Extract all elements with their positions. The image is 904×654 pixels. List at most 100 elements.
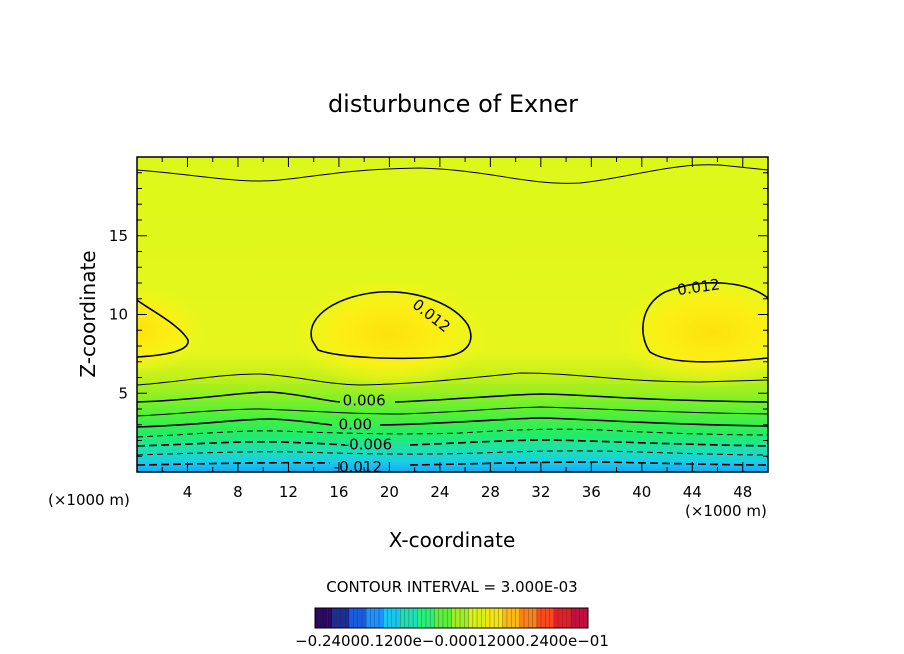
colorbar-swatch (515, 608, 520, 628)
colorbar-swatch (404, 608, 409, 628)
colorbar-swatch (442, 608, 448, 628)
colorbar-swatch (391, 608, 397, 628)
colorbar (314, 607, 589, 629)
colorbar-swatch (413, 608, 418, 628)
colorbar-swatch (349, 608, 354, 628)
colorbar-swatch (421, 608, 426, 628)
colorbar-swatch (541, 608, 546, 628)
colorbar-swatch (323, 608, 328, 628)
field-max-left (137, 285, 207, 375)
colorbar-swatch (361, 608, 367, 628)
colorbar-swatch (366, 608, 371, 628)
x-tick-label: 12 (279, 483, 298, 501)
x-tick-label: 40 (632, 483, 651, 501)
y-tick-label: 5 (118, 384, 128, 402)
colorbar-swatch (494, 608, 499, 628)
x-axis-label: X-coordinate (389, 528, 516, 552)
colorbar-swatch (327, 608, 333, 628)
x-tick-label: 32 (531, 483, 550, 501)
x-tick-label: 28 (481, 483, 500, 501)
x-unit-right: (×1000 m) (685, 502, 767, 520)
colorbar-swatch (511, 608, 516, 628)
colorbar-swatch (430, 608, 435, 628)
colorbar-swatch (545, 608, 550, 628)
contour--0.006 (137, 439, 768, 447)
colorbar-swatch (340, 608, 345, 628)
colorbar-swatch (489, 608, 495, 628)
x-tick-label: 24 (430, 483, 449, 501)
contour-0.00 (137, 417, 768, 428)
field-max-center (290, 278, 490, 390)
colorbar-swatch (383, 608, 388, 628)
colorbar-swatch (387, 608, 392, 628)
colorbar-swatch (570, 608, 576, 628)
colorbar-swatch (434, 608, 439, 628)
colorbar-swatch (425, 608, 431, 628)
colorbar-swatch (553, 608, 559, 628)
colorbar-swatch (378, 608, 384, 628)
colorbar-swatch (575, 608, 580, 628)
colorbar-swatch (336, 608, 341, 628)
x-tick-label: 48 (733, 483, 752, 501)
contour-0.012-center (310, 291, 472, 360)
colorbar-swatch (485, 608, 490, 628)
colorbar-swatch (408, 608, 414, 628)
colorbar-swatch (319, 608, 324, 628)
x-tick-label: 16 (329, 483, 348, 501)
colorbar-swatch (558, 608, 563, 628)
colorbar-swatch (417, 608, 422, 628)
chart-title: disturbunce of Exner (328, 90, 578, 118)
colorbar-swatch (477, 608, 482, 628)
colorbar-swatch (583, 608, 588, 628)
x-unit-left: (×1000 m) (48, 491, 130, 509)
contour-dash-1 (137, 428, 768, 438)
colorbar-swatch (344, 608, 350, 628)
y-tick-label: 15 (109, 227, 128, 245)
contour-label: 0.006 (343, 392, 386, 410)
contour-0.006 (137, 391, 768, 403)
y-axis-label: Z-coordinate (76, 250, 100, 377)
contour--0.012 (137, 461, 768, 466)
contour-top (137, 164, 768, 184)
colorbar-swatch (438, 608, 443, 628)
x-tick-label: 36 (582, 483, 601, 501)
colorbar-swatch (519, 608, 525, 628)
contour-label: -0.012 (334, 458, 382, 476)
colorbar-swatch (357, 608, 362, 628)
colorbar-labels: −0.24000.1200e−0.00012000.2400e−01 (295, 632, 609, 650)
colorbar-swatch (315, 608, 320, 628)
colorbar-swatch (524, 608, 529, 628)
contour-interval: CONTOUR INTERVAL = 3.000E-03 (326, 578, 577, 596)
contour-dash-2 (137, 450, 768, 456)
colorbar-swatch (472, 608, 478, 628)
colorbar-swatch (579, 608, 584, 628)
contour-0.012-right (642, 282, 768, 363)
colorbar-swatch (460, 608, 465, 628)
colorbar-swatch (506, 608, 512, 628)
x-tick-label: 8 (233, 483, 243, 501)
contour-label: -0.006 (344, 436, 392, 454)
contour-label: 0.012 (676, 275, 721, 299)
contour-lines (137, 164, 768, 466)
colorbar-swatch (481, 608, 486, 628)
contour-solid-1 (137, 372, 768, 386)
contour-label: 0.00 (339, 415, 372, 433)
colorbar-swatch (528, 608, 533, 628)
colorbar-swatch (374, 608, 379, 628)
x-tick-label: 44 (683, 483, 702, 501)
colorbar-swatch (566, 608, 571, 628)
colorbar-frame (314, 607, 589, 629)
colorbar-swatch (498, 608, 503, 628)
colorbar-swatch (549, 608, 554, 628)
colorbar-swatch (468, 608, 473, 628)
x-tick-label: 20 (380, 483, 399, 501)
colorbar-swatch (532, 608, 537, 628)
y-tick-label: 10 (109, 306, 128, 324)
colorbar-swatch (502, 608, 507, 628)
colorbar-swatch (400, 608, 405, 628)
colorbar-swatch (455, 608, 461, 628)
colorbar-swatch (332, 608, 337, 628)
